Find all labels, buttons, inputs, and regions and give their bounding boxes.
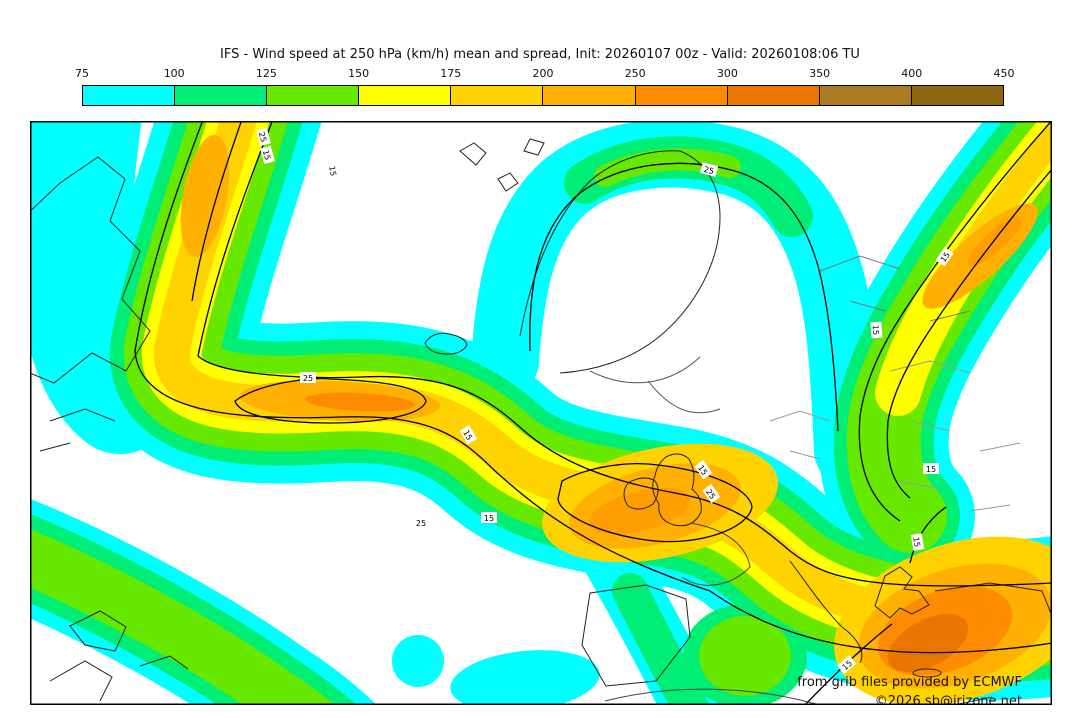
svg-text:25: 25 <box>416 519 426 528</box>
colorbar-tick-175: 175 <box>440 67 462 80</box>
svg-text:15: 15 <box>926 465 936 474</box>
credits-copyright: ©2026 sb@irizone.net <box>875 694 1022 705</box>
contour-label: 25 <box>413 517 429 528</box>
colorbar-segment-200-250 <box>543 86 636 105</box>
colorbar-tick-300: 300 <box>716 67 738 80</box>
contour-label: 15 <box>459 425 478 445</box>
svg-text:25: 25 <box>303 374 313 383</box>
colorbar-tick-200: 200 <box>532 67 554 80</box>
wind-speed-fill-layer <box>30 121 1052 705</box>
contour-label: 25 <box>699 162 719 177</box>
credits-ecmwf: from grib files provided by ECMWF <box>797 675 1022 690</box>
colorbar-tick-400: 400 <box>901 67 923 80</box>
svg-text:25: 25 <box>703 165 715 176</box>
colorbar-segment-350-400 <box>819 86 912 105</box>
contour-label: 15 <box>910 533 925 551</box>
colorbar-tick-125: 125 <box>255 67 277 80</box>
colorbar-tick-450: 450 <box>993 67 1015 80</box>
colorbar-tick-150: 150 <box>348 67 370 80</box>
svg-text:15: 15 <box>461 429 474 442</box>
colorbar-ticks: 75 100 125 150 175 200 250 300 350 400 450 <box>75 67 1015 81</box>
contour-line-layer <box>134 121 1052 705</box>
colorbar-tick-250: 250 <box>624 67 646 80</box>
colorbar-scale <box>82 85 1004 106</box>
colorbar-segment-100-125 <box>175 86 268 105</box>
coastline-layer <box>30 138 1052 705</box>
colorbar-segment-125-150 <box>267 86 360 105</box>
contour-label: 25 <box>256 127 271 147</box>
svg-text:15: 15 <box>911 536 922 548</box>
colorbar-segment-175-200 <box>451 86 544 105</box>
contour-label: 15 <box>923 463 939 474</box>
svg-text:15: 15 <box>871 325 881 336</box>
map-frame <box>30 121 1052 705</box>
colorbar-segment-75-100 <box>83 86 176 105</box>
colorbar-tick-75: 75 <box>75 67 89 80</box>
svg-text:15: 15 <box>261 149 272 161</box>
colorbar-segment-400-450 <box>911 86 1003 105</box>
colorbar-tick-100: 100 <box>163 67 185 80</box>
svg-text:15: 15 <box>484 514 494 523</box>
colorbar: 75 100 125 150 175 200 250 300 350 400 450 <box>75 67 1015 106</box>
contour-label: 15 <box>260 145 275 165</box>
contour-label: 15 <box>481 512 497 523</box>
contour-label: 25 <box>300 372 316 383</box>
colorbar-segment-150-175 <box>359 86 452 105</box>
contour-label: 15 <box>870 321 883 339</box>
contour-label: 15 <box>326 162 341 180</box>
svg-text:15: 15 <box>327 165 338 177</box>
svg-text:25: 25 <box>257 131 268 143</box>
colorbar-segment-300-350 <box>727 86 820 105</box>
colorbar-segment-250-300 <box>635 86 728 105</box>
colorbar-tick-350: 350 <box>809 67 831 80</box>
page-title: IFS - Wind speed at 250 hPa (km/h) mean … <box>220 47 860 62</box>
